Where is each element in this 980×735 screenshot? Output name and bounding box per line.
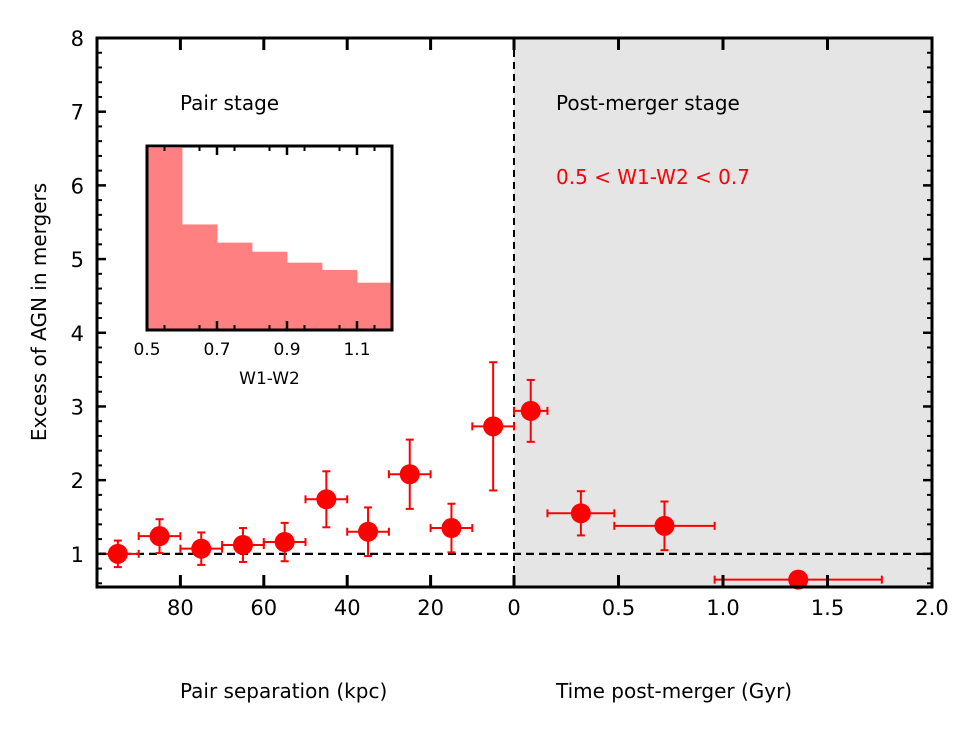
- y-tick-label: 7: [71, 101, 84, 125]
- pair-stage-point: [137, 518, 182, 555]
- data-marker: [570, 503, 591, 524]
- inset-histogram-bar: [182, 224, 200, 330]
- post-merger-point: [546, 490, 616, 537]
- pair-stage-point: [262, 521, 307, 563]
- y-tick-label: 8: [71, 27, 84, 51]
- x-axis-label-pair-separation: Pair separation (kpc): [180, 679, 387, 703]
- inset-histogram-bar: [374, 282, 393, 330]
- inset-histogram-bar: [304, 262, 323, 330]
- inset-x-tick-label: 0.9: [273, 340, 300, 360]
- inset-histogram-bar: [322, 269, 340, 330]
- x-tick-label: 60: [250, 596, 277, 620]
- inset-x-axis-label: W1-W2: [239, 369, 300, 389]
- pair-stage-point: [304, 470, 349, 529]
- y-tick-label: 1: [71, 543, 84, 567]
- post-merger-point: [513, 378, 549, 443]
- pair-stage-point: [221, 527, 265, 563]
- inset-histogram-bar: [199, 224, 218, 330]
- y-tick-label: 4: [71, 322, 84, 346]
- x-tick-label: 2.0: [915, 596, 948, 620]
- y-tick-label: 5: [71, 248, 84, 272]
- pair-stage-label: Pair stage: [180, 91, 279, 115]
- x-tick-label: 20: [417, 596, 444, 620]
- inset-histogram-bar: [269, 251, 288, 330]
- data-marker: [316, 489, 337, 510]
- data-marker: [520, 400, 541, 421]
- y-tick-label: 6: [71, 174, 84, 198]
- pair-stage-point: [471, 361, 515, 492]
- data-marker: [483, 416, 504, 437]
- pair-stage-point: [429, 502, 474, 554]
- data-marker: [441, 518, 462, 539]
- axes: 1 2 3 4 5 6 7 8 80 60 40 20 0 0.5 1.0 1.5 2.0: [71, 27, 949, 620]
- x-tick-label: 80: [167, 596, 194, 620]
- x-tick-label: 1.5: [811, 596, 844, 620]
- y-axis-label: Excess of AGN in mergers: [27, 183, 51, 441]
- data-marker: [107, 543, 128, 564]
- post-merger-stage-label: Post-merger stage: [556, 91, 740, 115]
- post-merger-point: [613, 500, 716, 552]
- post-merger-shade: [514, 38, 932, 587]
- data-points: [96, 361, 883, 590]
- inset-histogram-bar: [147, 148, 165, 330]
- data-marker: [191, 538, 212, 559]
- inset-histogram-bar: [164, 148, 183, 330]
- pair-stage-point: [346, 506, 390, 558]
- inset-histogram-bar: [234, 242, 253, 330]
- post-merger-point: [713, 569, 883, 590]
- data-marker: [232, 534, 253, 555]
- x-tick-label: 0: [507, 596, 520, 620]
- data-marker: [358, 521, 379, 542]
- data-marker: [274, 532, 295, 553]
- inset-histogram-bar: [252, 251, 270, 330]
- data-marker: [788, 569, 809, 590]
- w1w2-range-annotation: 0.5 < W1-W2 < 0.7: [556, 165, 750, 189]
- y-tick-label: 2: [71, 469, 84, 493]
- inset-histogram-bar: [357, 282, 375, 330]
- inset-histogram-bar: [217, 242, 235, 330]
- inset-x-tick-label: 0.7: [203, 340, 230, 360]
- inset-histogram: 0.5 0.7 0.9 1.1: [133, 144, 394, 360]
- data-marker: [654, 515, 675, 536]
- x-tick-label: 40: [334, 596, 361, 620]
- data-marker: [399, 464, 420, 485]
- inset-histogram-bar: [339, 269, 358, 330]
- data-marker: [149, 526, 170, 547]
- pair-stage-point: [179, 531, 224, 566]
- pair-stage-point: [387, 438, 432, 510]
- y-tick-label: 3: [71, 395, 84, 419]
- x-tick-label: 1.0: [706, 596, 739, 620]
- x-axis-label-time-post-merger: Time post-merger (Gyr): [555, 679, 792, 703]
- inset-x-tick-label: 1.1: [343, 340, 370, 360]
- inset-histogram-bar: [287, 262, 305, 330]
- inset-x-tick-label: 0.5: [133, 340, 160, 360]
- x-tick-label: 0.5: [602, 596, 635, 620]
